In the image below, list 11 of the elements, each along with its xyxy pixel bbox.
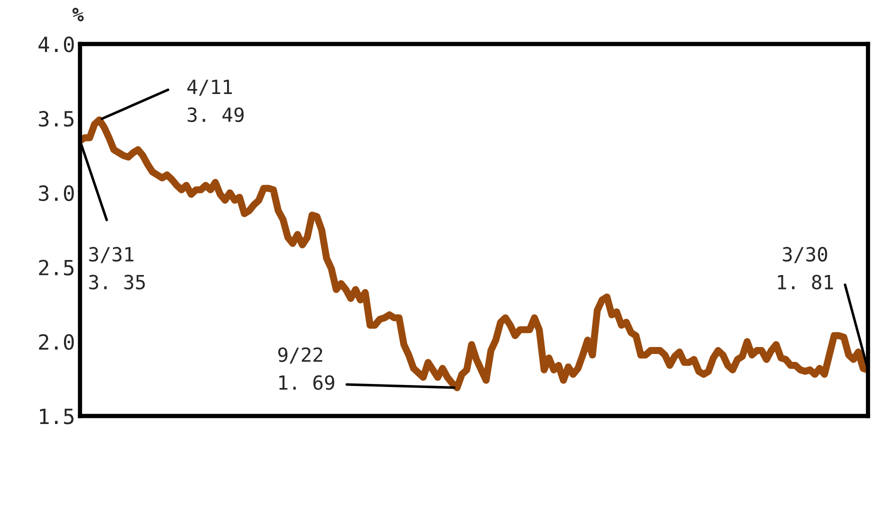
y-tick-label: 3.0 (38, 185, 74, 202)
y-tick-label: 2.5 (39, 260, 74, 276)
annotation: 3/31 3. 35 (89, 246, 145, 290)
y-tick-label: 2.0 (39, 334, 74, 350)
annotation: 3/30 1. 81 (778, 246, 833, 290)
y-axis-title: % (72, 8, 84, 22)
annotation: 4/11 3. 49 (187, 80, 244, 122)
annotation: 9/22 1. 69 (278, 347, 334, 390)
y-tick-label: 3.5 (38, 110, 74, 127)
y-tick-label: 4.0 (38, 36, 74, 52)
y-tick-label: 1.5 (40, 408, 74, 424)
